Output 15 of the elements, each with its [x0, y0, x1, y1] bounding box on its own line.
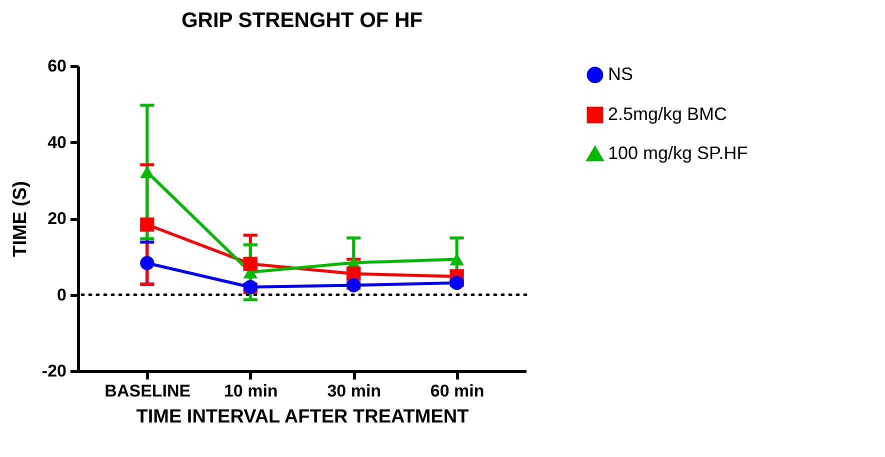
x-axis-title: TIME INTERVAL AFTER TREATMENT — [136, 406, 470, 428]
x-tick-label: BASELINE — [104, 382, 191, 400]
y-tick-label: 0 — [57, 285, 66, 304]
x-tick-label: 60 min — [430, 382, 484, 400]
y-tick-label: -20 — [42, 362, 66, 380]
chart-title: GRIP STRENGHT OF HF — [181, 9, 423, 32]
legend-label: NS — [608, 64, 634, 84]
legend-label: 100 mg/kg SP.HF — [608, 143, 748, 163]
legend-label: 2.5mg/kg BMC — [608, 104, 728, 124]
y-tick-label: 40 — [48, 132, 66, 152]
y-tick-label: 60 — [48, 56, 66, 76]
x-tick-label: 10 min — [224, 382, 278, 400]
x-tick-label: 30 min — [327, 382, 382, 400]
y-axis-title: TIME (S) — [10, 181, 31, 257]
y-tick-label: 20 — [48, 209, 66, 228]
